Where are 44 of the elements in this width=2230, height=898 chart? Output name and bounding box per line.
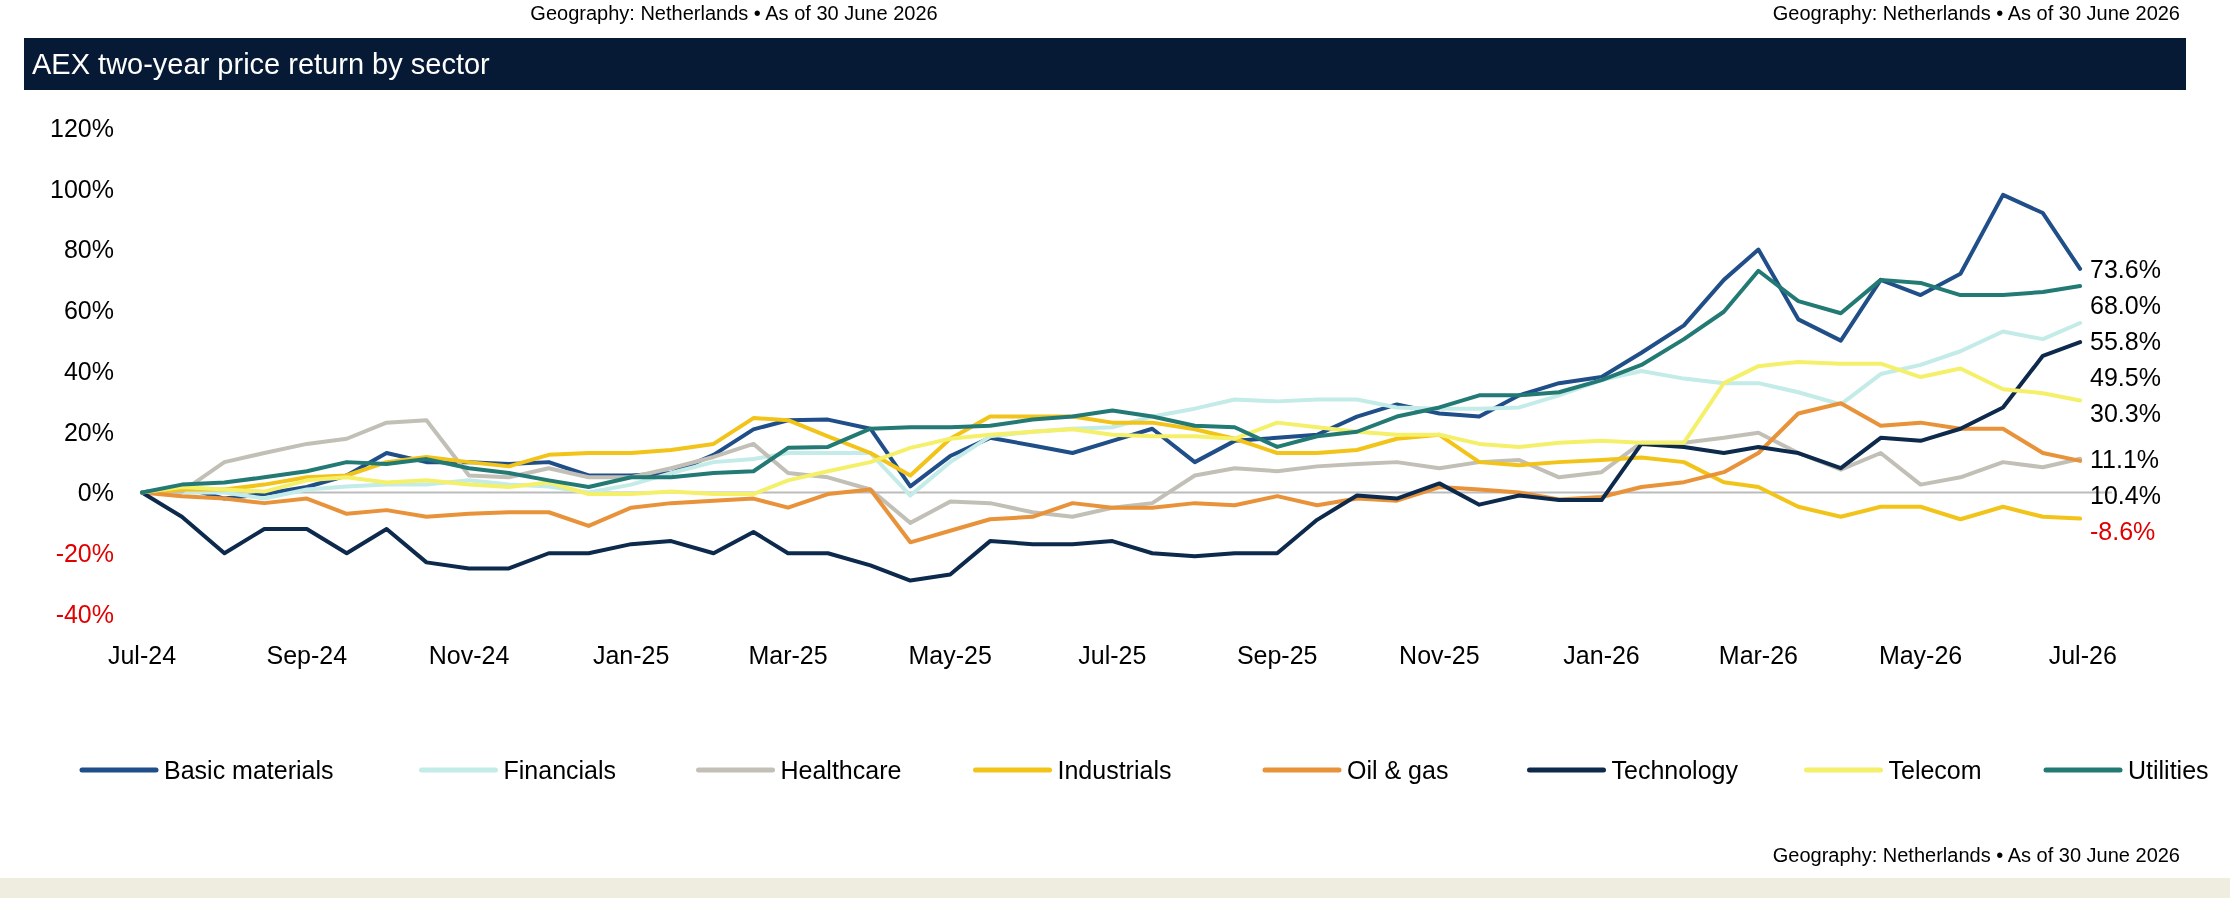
x-tick-label: Jul-25 [1078,641,1147,669]
x-tick-label: Jan-25 [592,641,670,669]
legend-label: Utilities [2128,755,2209,784]
x-tick-label: Jul-26 [2048,641,2117,669]
x-tick-label: Nov-25 [1399,641,1480,669]
legend-label: Telecom [1888,755,1982,784]
y-tick-label: 0% [77,478,114,507]
y-tick-label: 20% [63,417,114,446]
line-series [140,268,2083,495]
data-label: 68.0% [2090,290,2161,319]
x-tick-label: Mar-26 [1718,641,1798,669]
text: Geography: Netherlands • As of 30 June 2026 [1772,2,2180,24]
data-label: 49.5% [2090,362,2161,391]
x-tick-label: Mar-25 [748,641,828,669]
x-tick-label: Jan-26 [1563,641,1640,669]
data-label: 11.1% [2090,444,2160,473]
legend-label: Basic materials [164,755,334,784]
chart-title: AEX two-year price return by sector [32,48,491,80]
line-series [140,340,2083,583]
x-tick-label: Nov-24 [428,641,510,669]
data-label: 30.3% [2090,398,2161,427]
legend-label: Oil & gas [1347,755,1449,784]
y-tick-label: 60% [63,296,114,324]
x-tick-label: Jul-24 [107,641,177,669]
legend-label: Technology [1611,755,1739,784]
text: Geography: Netherlands • As of 30 June 2026 [1772,844,2180,866]
legend-label: Healthcare [780,755,902,784]
legend-label: Industrials [1057,755,1172,784]
y-tick-label: 80% [63,235,114,264]
data-label: -8.6% [2090,516,2156,545]
legend-label: Financials [503,755,617,784]
y-tick-label: 40% [63,356,114,385]
y-tick-label: -40% [55,599,114,628]
x-tick-label: Sep-25 [1236,641,1318,669]
text: Geography: Netherlands • As of 30 June 2026 [530,2,938,24]
x-tick-label: May-26 [1878,641,1963,669]
data-label: 10.4% [2090,480,2161,509]
x-tick-label: May-25 [908,641,992,669]
y-tick-label: 100% [50,174,114,203]
data-label: 55.8% [2090,326,2161,355]
y-tick-label: 120% [50,113,114,142]
y-tick-label: -20% [55,539,114,567]
x-tick-label: Sep-24 [266,641,348,669]
data-label: 73.6% [2090,254,2161,283]
